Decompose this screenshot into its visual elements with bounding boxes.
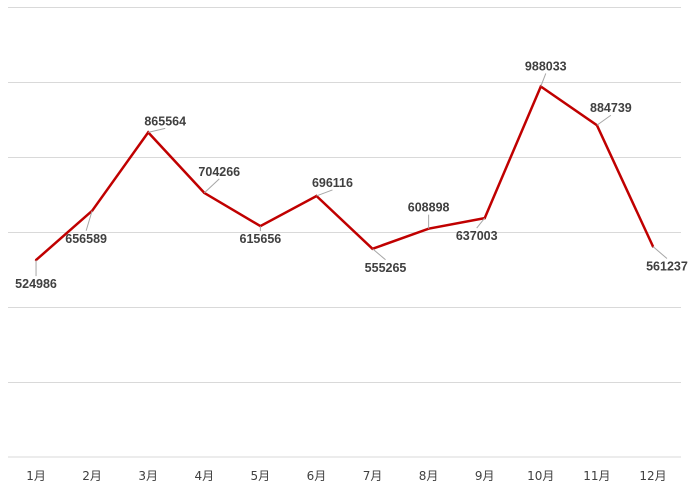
x-tick-label-3: 3月 [138, 469, 158, 483]
leader-line-3 [148, 127, 166, 133]
x-tick-label-2: 2月 [82, 469, 102, 483]
data-label-1: 524986 [15, 277, 57, 291]
x-tick-label-12: 12月 [639, 469, 666, 483]
data-label-3: 865564 [144, 114, 186, 128]
data-label-7: 555265 [365, 261, 407, 275]
leader-line-11 [596, 114, 612, 126]
leader-line-9 [476, 217, 486, 229]
leader-line-12 [652, 246, 668, 259]
x-tick-label-8: 8月 [419, 469, 439, 483]
data-label-2: 656589 [65, 232, 107, 246]
x-tick-label-6: 6月 [307, 469, 327, 483]
leader-line-4 [203, 178, 220, 194]
data-label-10: 988033 [525, 59, 567, 73]
data-label-12: 561237 [646, 260, 688, 274]
x-tick-label-10: 10月 [527, 469, 554, 483]
data-label-4: 704266 [198, 165, 240, 179]
x-tick-label-7: 7月 [363, 469, 383, 483]
data-label-6: 696116 [312, 176, 353, 190]
data-label-11: 884739 [590, 101, 632, 115]
leader-line-7 [372, 248, 386, 261]
x-tick-label-4: 4月 [194, 469, 214, 483]
x-tick-labels: 1月 2月 3月 4月 5月 6月 7月 8月 9月 10月 11月 12月 [26, 469, 666, 483]
gridlines [8, 7, 681, 383]
data-label-5: 615656 [240, 232, 282, 246]
x-tick-label-9: 9月 [475, 469, 495, 483]
series-line [35, 84, 655, 262]
series-layer [34, 84, 655, 262]
x-tick-label-5: 5月 [251, 469, 271, 483]
data-labels: 524986 656589 865564 704266 615656 696116 5552… [15, 59, 688, 291]
x-tick-label-11: 11月 [583, 469, 610, 483]
leader-line-6 [316, 189, 333, 197]
data-label-8: 608898 [408, 201, 450, 215]
leader-line-10 [540, 73, 547, 87]
leader-line-2 [85, 210, 93, 231]
data-label-9: 637003 [456, 229, 498, 243]
x-tick-label-1: 1月 [26, 469, 46, 483]
